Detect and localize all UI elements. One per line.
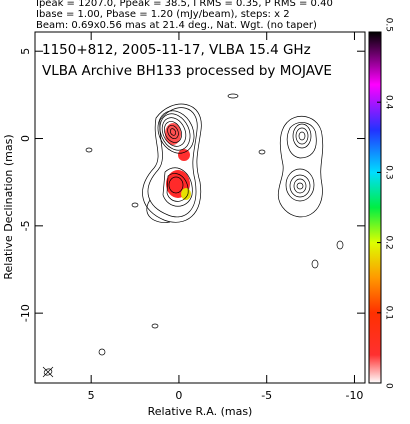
contours xyxy=(85,93,344,356)
header-line: Ibase = 1.00, Pbase = 1.20 (mJy/beam), s… xyxy=(36,9,290,20)
colorbar-tick-label: 0.4 xyxy=(384,95,394,110)
contour-map xyxy=(42,93,344,378)
colorbar-tick-label: 0.3 xyxy=(384,165,394,179)
y-tick-label: 0 xyxy=(19,135,32,142)
x-tick-label: -10 xyxy=(345,389,363,402)
y-tick-label: 5 xyxy=(19,48,32,55)
y-tick-label: -5 xyxy=(19,220,32,231)
annotation: 1150+812, 2005-11-17, VLBA 15.4 GHz xyxy=(42,42,311,58)
header-line: Ipeak = 1207.0, Ppeak = 38.5, I RMS = 0.… xyxy=(36,0,333,9)
x-tick-label: 0 xyxy=(175,389,182,402)
contours xyxy=(277,115,324,218)
x-axis-label: Relative R.A. (mas) xyxy=(148,405,253,418)
colorbar-tick-label: 0.5 xyxy=(384,18,394,32)
annotation: VLBA Archive BH133 processed by MOJAVE xyxy=(42,63,332,79)
plot-frame xyxy=(34,31,366,384)
pol-blob xyxy=(181,188,191,200)
pol-blob xyxy=(178,149,190,161)
colorbar xyxy=(368,31,382,384)
header-line: Beam: 0.69x0.56 mas at 21.4 deg., Nat. W… xyxy=(36,20,317,31)
y-tick-label: -10 xyxy=(19,304,32,322)
x-tick-label: -5 xyxy=(261,389,272,402)
x-tick-label: 5 xyxy=(88,389,95,402)
y-axis-label: Relative Declination (mas) xyxy=(2,134,15,279)
colorbar-tick-label: 0.2 xyxy=(384,235,394,249)
beam xyxy=(43,368,53,376)
colorbar-tick-label: 0.1 xyxy=(384,306,394,320)
colorbar-tick-label: 0 xyxy=(384,383,394,389)
